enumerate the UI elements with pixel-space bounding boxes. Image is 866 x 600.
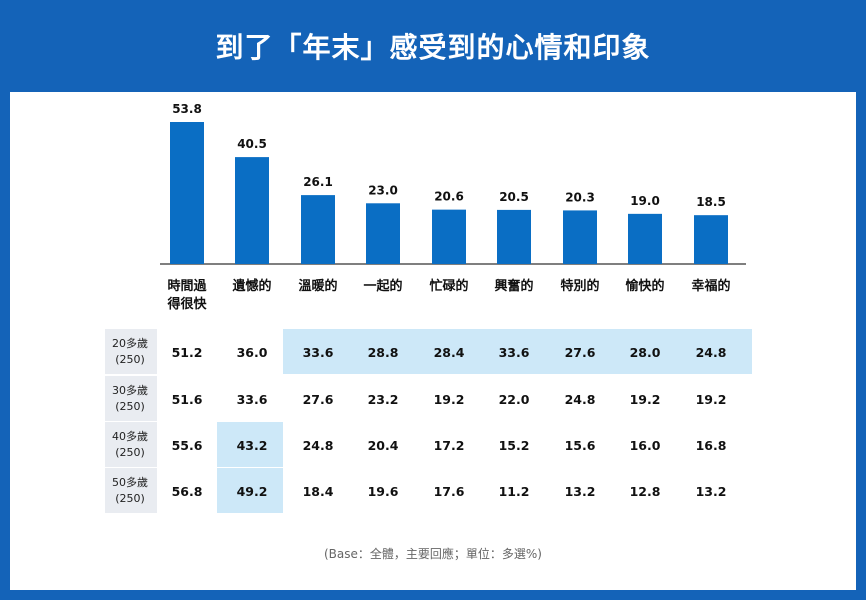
category-label: 溫暖的 [298,278,337,294]
row-sample-size: (250) [115,446,145,459]
row-sample-size: (250) [115,400,145,413]
table-cell: 36.0 [237,345,268,360]
row-label-bg [105,329,157,374]
highlight-cell [479,329,545,374]
bar [432,209,466,264]
table-cell: 28.0 [630,345,661,360]
table-cell: 33.6 [237,392,268,407]
table-cell: 18.4 [303,484,334,499]
table-cell: 27.6 [303,392,334,407]
bar [563,210,597,264]
header: 到了「年末」感受到的心情和印象 [0,0,866,92]
data-label: 53.8 [172,102,202,116]
bar [170,122,204,264]
table-cell: 24.8 [565,392,596,407]
bar [628,213,662,264]
table-cell: 56.8 [172,484,203,499]
table-cell: 11.2 [499,484,530,499]
category-label: 興奮的 [494,278,533,294]
table-cell: 22.0 [499,392,530,407]
data-label: 20.5 [499,190,529,204]
data-label: 18.5 [696,195,726,209]
highlight-cell [217,468,283,513]
table-cell: 24.8 [303,438,334,453]
data-label: 19.0 [630,194,660,208]
category-label: 愉快的 [625,278,664,294]
table-cell: 33.6 [499,345,530,360]
row-label-bg [105,422,157,467]
row-label-bg [105,468,157,513]
data-label: 20.6 [434,190,464,204]
table-cell: 28.8 [368,345,399,360]
table-cell: 20.4 [368,438,399,453]
category-label: 得很快 [166,296,207,312]
data-label: 23.0 [368,183,398,197]
table-cell: 17.6 [434,484,465,499]
highlight-cell [610,329,676,374]
table-cell: 17.2 [434,438,465,453]
row-sample-size: (250) [115,492,145,505]
table-cell: 51.2 [172,345,203,360]
row-sample-size: (250) [115,353,145,366]
table-cell: 19.2 [696,392,727,407]
table-cell: 55.6 [172,438,203,453]
highlight-cell [676,329,752,374]
table-cell: 19.2 [434,392,465,407]
row-label: 40多歲 [112,429,148,443]
table-cell: 27.6 [565,345,596,360]
table-cell: 28.4 [434,345,465,360]
category-label: 幸福的 [691,278,730,294]
category-label: 特別的 [560,278,599,294]
category-label: 忙碌的 [429,278,468,294]
table-cell: 13.2 [696,484,727,499]
highlight-cell [414,329,479,374]
category-label: 遺憾的 [231,278,271,294]
bar [497,209,531,264]
category-label: 一起的 [363,278,402,294]
table-cell: 23.2 [368,392,399,407]
table-cell: 43.2 [237,438,268,453]
table-cell: 24.8 [696,345,727,360]
table-cell: 13.2 [565,484,596,499]
bar [235,157,269,264]
row-label: 20多歲 [112,336,148,350]
data-label: 26.1 [303,175,333,189]
highlight-cell [217,422,283,467]
data-label: 40.5 [237,137,267,151]
highlight-cell [545,329,610,374]
table-cell: 16.0 [630,438,661,453]
table-cell: 49.2 [237,484,268,499]
table-cell: 16.8 [696,438,727,453]
table-cell: 33.6 [303,345,334,360]
table-cell: 19.2 [630,392,661,407]
row-label-bg [105,376,157,421]
data-label: 20.3 [565,190,595,204]
highlight-cell [348,329,414,374]
footnote: (Base：全體，主要回應；單位：多選%) [324,547,542,561]
bar [694,215,728,264]
row-label: 50多歲 [112,475,148,489]
table-cell: 12.8 [630,484,661,499]
row-label: 30多歲 [112,383,148,397]
table-cell: 15.2 [499,438,530,453]
table-cell: 19.6 [368,484,399,499]
table-cell: 15.6 [565,438,596,453]
category-label: 時間過 [167,278,207,294]
bar [366,203,400,264]
table-cell: 51.6 [172,392,203,407]
bar [301,195,335,264]
page-title: 到了「年末」感受到的心情和印象 [215,31,651,64]
highlight-cell [283,329,348,374]
